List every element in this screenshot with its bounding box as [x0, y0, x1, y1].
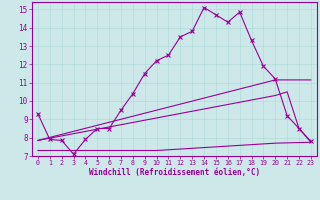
X-axis label: Windchill (Refroidissement éolien,°C): Windchill (Refroidissement éolien,°C): [89, 168, 260, 177]
